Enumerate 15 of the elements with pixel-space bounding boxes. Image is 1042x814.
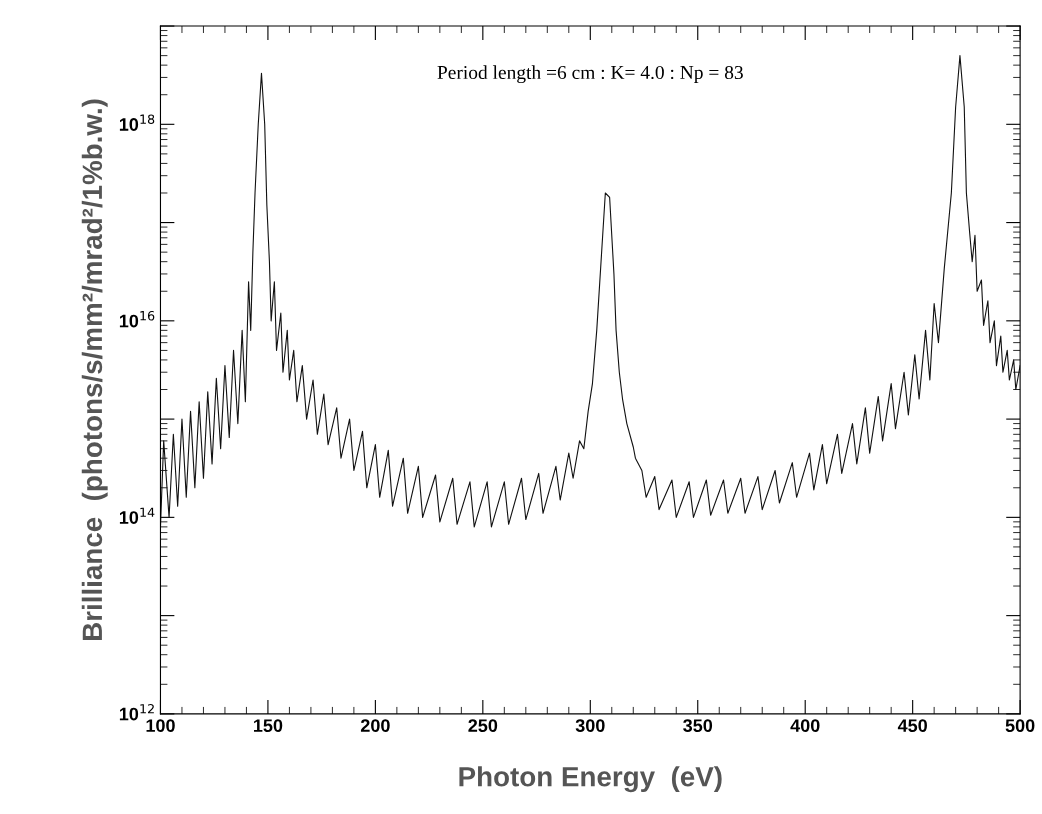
y-tick-label: 10$^{16}$ [119,310,155,328]
x-tick-label: 100 [146,719,175,732]
x-tick-label: 400 [790,719,820,732]
y-axis-title: Brilliance (photons/s/mm²/mrad²/1%b.w.) [81,99,108,640]
y-tick-label: 10$^{18}$ [119,114,155,131]
x-tick-label: 250 [468,719,498,732]
x-tick-label: 200 [360,719,390,732]
x-tick-label: 450 [897,719,927,732]
x-tick-label: 150 [254,719,283,732]
annotation: Period length =6 cm : K= 4.0 : Np = 83 [437,65,743,84]
x-tick-label: 300 [575,719,605,733]
x-tick-label: 500 [1005,719,1035,732]
x-tick-label: 350 [683,719,713,733]
x-axis-title: Photon Energy (eV) [459,766,722,793]
y-tick-label: 10$^{14}$ [119,507,155,524]
